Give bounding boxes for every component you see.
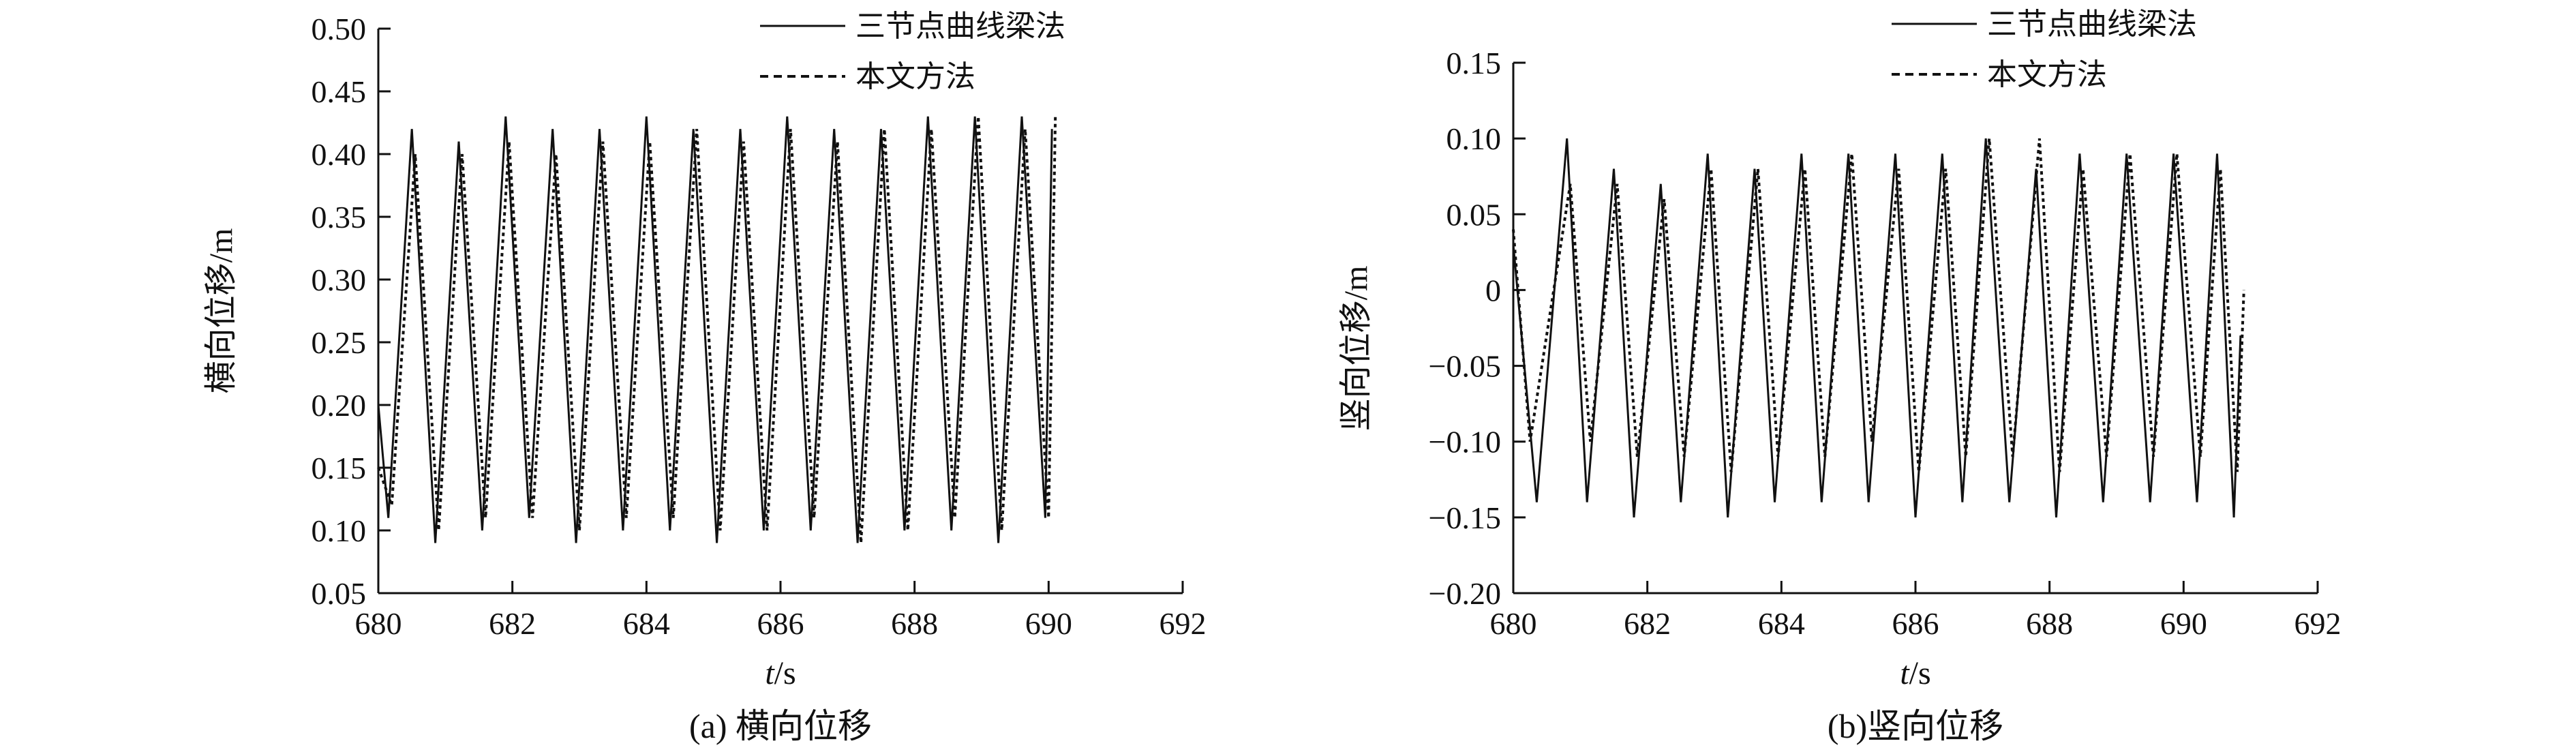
x-axis-label-lateral: t/s [765, 655, 795, 691]
legend-label-three-node: 三节点曲线梁法 [855, 10, 1065, 43]
y-tick-label: 0.35 [312, 200, 367, 235]
legend-label-three-node: 三节点曲线梁法 [1987, 7, 2197, 41]
series-line-three-node [377, 116, 1053, 543]
x-tick-label: 680 [1490, 606, 1537, 641]
x-axis-label-vertical: t/s [1900, 655, 1930, 691]
y-tick-label: −0.20 [1429, 576, 1501, 611]
y-tick-label: 0.20 [312, 388, 367, 423]
y-axis-label-lateral: 横向位移/m [203, 228, 239, 394]
plot-area-lateral [377, 116, 1057, 543]
axes-vertical: 680 682 684 686 688 690 692 −0.20 −0.15 −0.10 −0.0… [1429, 46, 2342, 641]
series-line-three-node [1512, 138, 2242, 518]
y-tick-label: 0.10 [312, 513, 367, 548]
y-tick-label: 0.10 [1446, 121, 1502, 156]
x-tick-label: 688 [2026, 606, 2073, 641]
caption-vertical: (b)竖向位移 [1828, 707, 2003, 745]
x-tick-label: 684 [1758, 606, 1805, 641]
x-tick-label: 686 [757, 606, 804, 641]
y-tick-label: 0.45 [312, 74, 367, 109]
y-tick-label: 0.40 [312, 137, 367, 172]
legend-vertical: 三节点曲线梁法 本文方法 [1892, 7, 2197, 91]
y-tick-label: 0.50 [312, 12, 367, 46]
x-tick-label: 686 [1892, 606, 1939, 641]
axes-lateral: 680 682 684 686 688 690 692 0.05 0.10 0.15 0.20 0.2… [312, 12, 1207, 641]
y-tick-label: 0.15 [1446, 46, 1502, 80]
y-tick-label: 0 [1485, 273, 1501, 307]
y-tick-label: 0.05 [312, 576, 367, 611]
y-tick-label: 0.25 [312, 325, 367, 360]
y-axis-label-vertical: 竖向位移/m [1338, 266, 1374, 432]
x-tick-label: 682 [489, 606, 536, 641]
series-line-proposed [1512, 138, 2245, 472]
plot-area-vertical [1512, 138, 2245, 518]
y-tick-label: 0.15 [312, 451, 367, 485]
chart-panel-vertical: 680 682 684 686 688 690 692 −0.20 −0.15 −0.10 −0.0… [1338, 7, 2342, 745]
legend-label-proposed: 本文方法 [1987, 58, 2107, 91]
legend-label-proposed: 本文方法 [855, 60, 975, 93]
x-tick-label: 690 [1025, 606, 1072, 641]
y-tick-label: 0.05 [1446, 197, 1502, 232]
series-line-proposed [377, 116, 1057, 543]
x-tick-label: 692 [1160, 606, 1207, 641]
x-tick-label: 692 [2294, 606, 2342, 641]
y-tick-label: 0.30 [312, 262, 367, 297]
x-tick-label: 688 [891, 606, 938, 641]
x-tick-label: 682 [1624, 606, 1671, 641]
x-tick-label: 684 [623, 606, 670, 641]
caption-lateral: (a) 横向位移 [689, 707, 872, 745]
y-tick-label: −0.10 [1429, 425, 1501, 460]
legend-lateral: 三节点曲线梁法 本文方法 [760, 10, 1065, 93]
x-tick-label: 680 [355, 606, 402, 641]
y-tick-label: −0.05 [1429, 349, 1501, 384]
y-tick-label: −0.15 [1429, 500, 1501, 535]
chart-panel-lateral: 680 682 684 686 688 690 692 0.05 0.10 0.15 0.20 0.2… [203, 10, 1207, 745]
x-tick-label: 690 [2160, 606, 2207, 641]
